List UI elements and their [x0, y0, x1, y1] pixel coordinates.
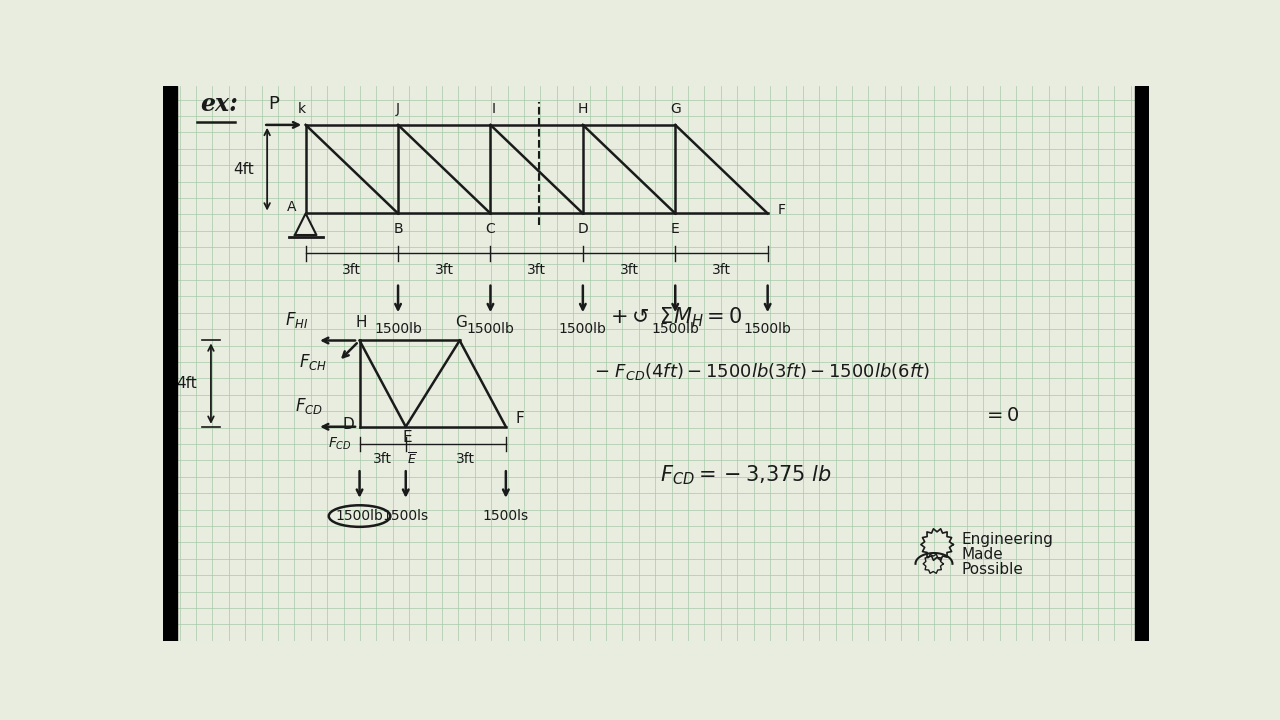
Text: 1500lb: 1500lb: [374, 322, 422, 336]
Text: G: G: [456, 315, 467, 330]
Text: G: G: [669, 102, 681, 117]
Text: 1500lb: 1500lb: [335, 509, 384, 523]
Text: I: I: [492, 102, 495, 117]
Text: E: E: [402, 430, 412, 445]
Text: 1500lb: 1500lb: [559, 322, 607, 336]
Text: 3ft: 3ft: [527, 264, 547, 277]
Text: H: H: [577, 102, 588, 117]
Text: A: A: [287, 200, 297, 215]
Text: $= 0$: $= 0$: [983, 407, 1020, 426]
Text: 4ft: 4ft: [175, 376, 197, 391]
Text: J: J: [396, 102, 401, 117]
Text: 3ft: 3ft: [374, 452, 392, 466]
Text: $\overline{E}$: $\overline{E}$: [407, 451, 417, 467]
Polygon shape: [294, 213, 316, 235]
Text: 3ft: 3ft: [712, 264, 731, 277]
Bar: [164, 86, 177, 641]
Text: 3ft: 3ft: [620, 264, 639, 277]
Text: $F_{HI}$: $F_{HI}$: [284, 310, 308, 330]
Text: ex:: ex:: [200, 92, 238, 116]
Text: D: D: [342, 417, 353, 432]
Text: D: D: [577, 222, 589, 236]
Text: 1500lb: 1500lb: [744, 322, 791, 336]
Text: 3ft: 3ft: [435, 264, 453, 277]
Text: $F_{CH}$: $F_{CH}$: [300, 353, 328, 372]
Text: 1500lb: 1500lb: [652, 322, 699, 336]
Text: H: H: [356, 315, 367, 330]
Text: Engineering: Engineering: [961, 531, 1053, 546]
Text: 4ft: 4ft: [234, 162, 255, 176]
Text: $F_{CD} = -3{,}375\ lb$: $F_{CD} = -3{,}375\ lb$: [660, 464, 832, 487]
Text: 3ft: 3ft: [342, 264, 361, 277]
Text: $+\circlearrowleft\ \Sigma M_H {=} 0$: $+\circlearrowleft\ \Sigma M_H {=} 0$: [609, 305, 742, 329]
Text: 1500lb: 1500lb: [466, 322, 515, 336]
Text: B: B: [393, 222, 403, 236]
Bar: [1135, 86, 1149, 641]
Text: $F_{CD}$: $F_{CD}$: [296, 396, 324, 416]
Text: $-\ F_{CD}(4ft) - 1500lb(3ft) - 1500lb(6ft)$: $-\ F_{CD}(4ft) - 1500lb(3ft) - 1500lb(6…: [594, 361, 931, 382]
Text: P: P: [268, 96, 279, 114]
Text: 1500ls: 1500ls: [483, 509, 529, 523]
Text: 3ft: 3ft: [456, 452, 475, 466]
Text: $F_{CD}$: $F_{CD}$: [329, 436, 352, 452]
Text: Made: Made: [961, 547, 1004, 562]
Text: C: C: [485, 222, 495, 236]
Text: k: k: [298, 102, 306, 117]
Text: 1500ls: 1500ls: [383, 509, 429, 523]
Text: Possible: Possible: [961, 562, 1024, 577]
Text: E: E: [671, 222, 680, 236]
Text: F: F: [516, 411, 524, 426]
Text: F: F: [777, 202, 786, 217]
